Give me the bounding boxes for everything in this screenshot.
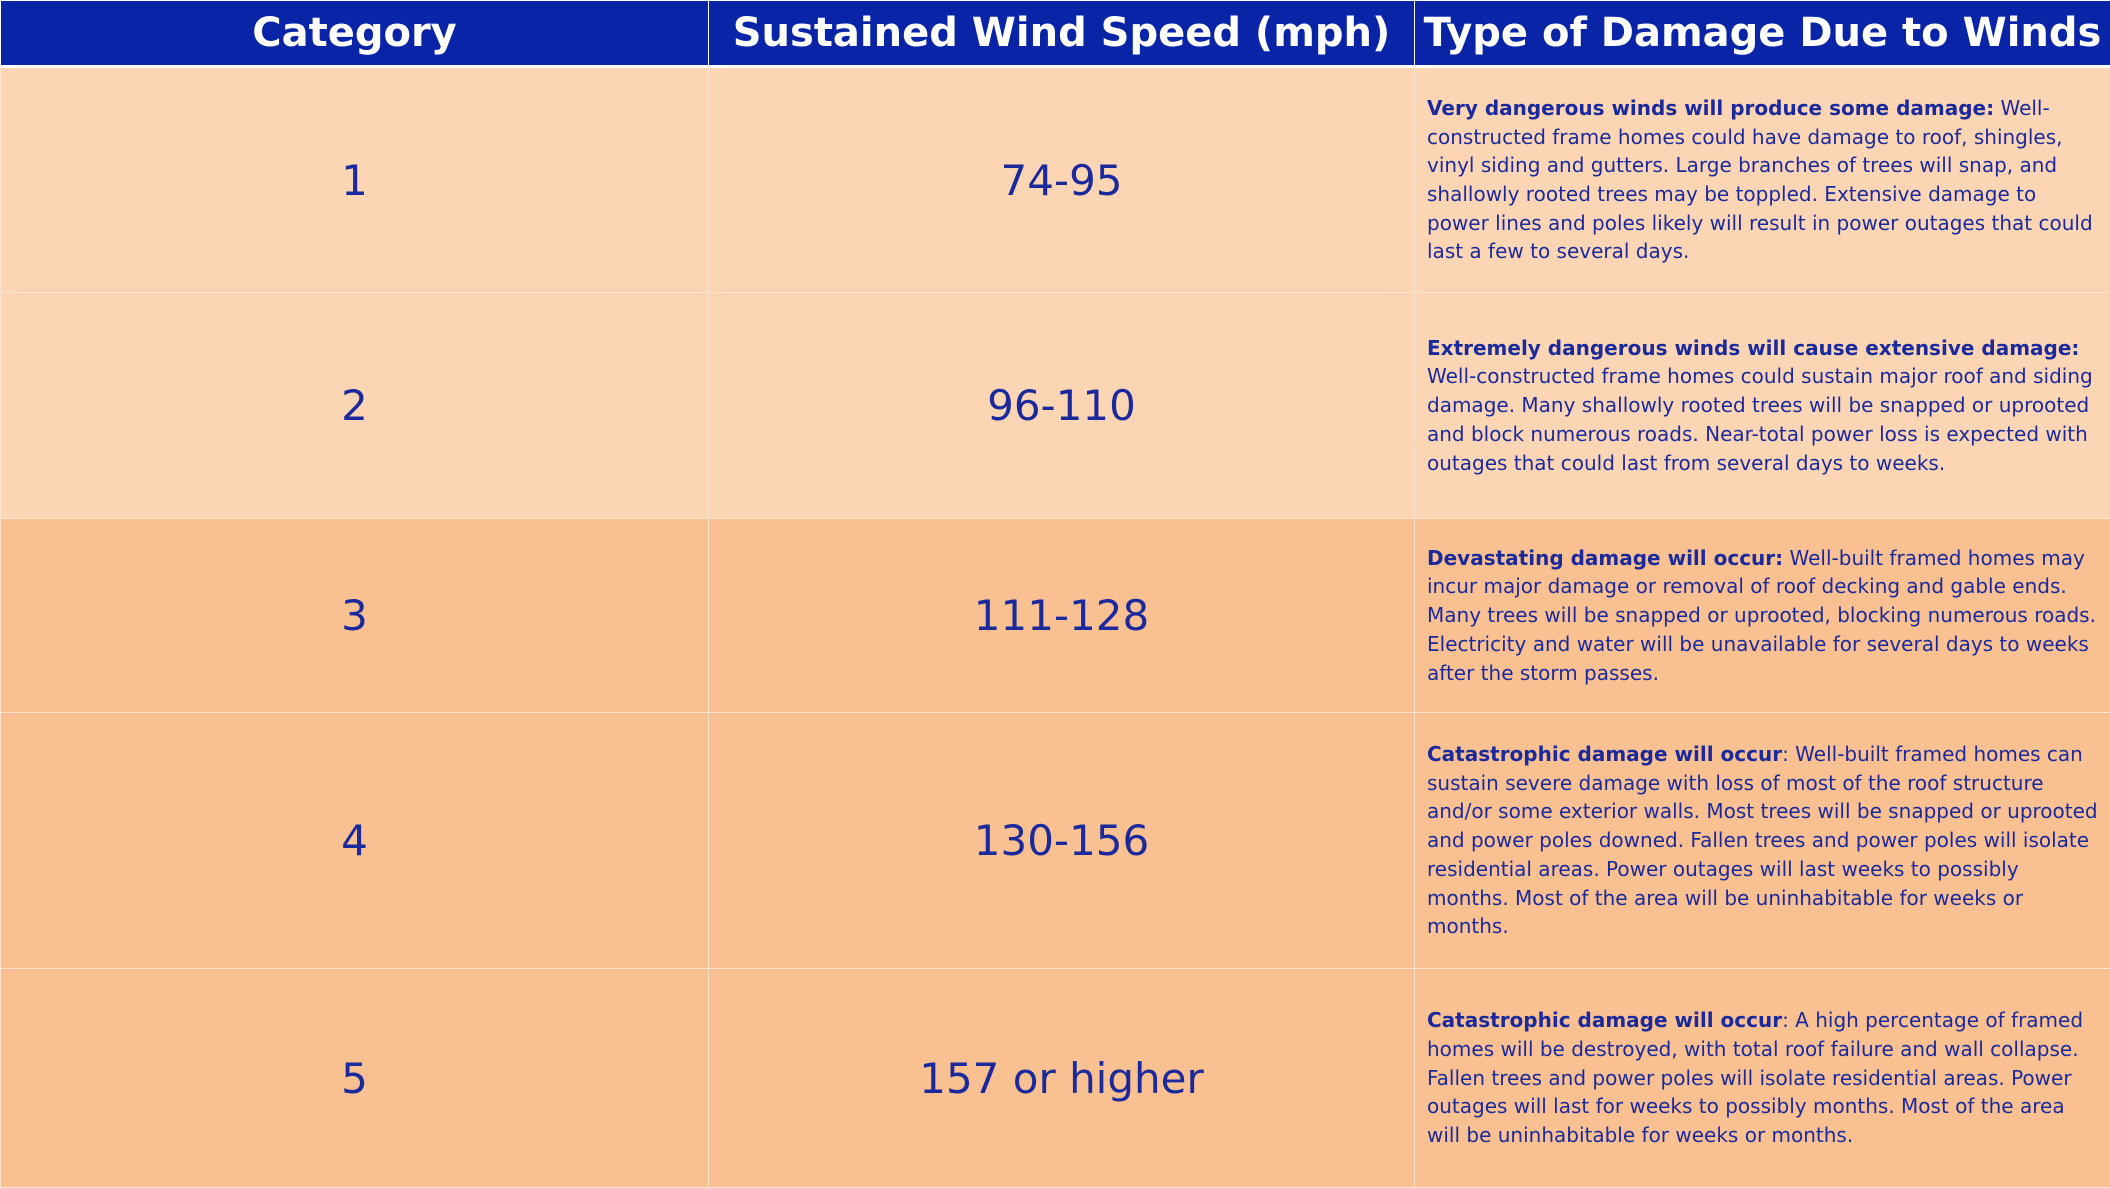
speed-cell: 74-95: [709, 67, 1415, 293]
header-cell: Category: [1, 1, 709, 67]
category-cell: 3: [1, 519, 709, 713]
header-row: Category Sustained Wind Speed (mph) Type…: [1, 1, 2110, 67]
speed-cell: 96-110: [709, 293, 1415, 519]
category-cell: 1: [1, 67, 709, 293]
category-cell: 2: [1, 293, 709, 519]
category-cell: 5: [1, 969, 709, 1188]
damage-cell: Catastrophic damage will occur: Well-bui…: [1415, 713, 2110, 969]
damage-cell: Catastrophic damage will occur: A high p…: [1415, 969, 2110, 1188]
damage-text: Well-constructed frame homes could have …: [1427, 96, 2093, 264]
category-cell: 4: [1, 713, 709, 969]
damage-lead: Catastrophic damage will occur: [1427, 742, 1782, 766]
damage-lead: Extremely dangerous winds will cause ext…: [1427, 336, 2079, 360]
header-cell: Sustained Wind Speed (mph): [709, 1, 1415, 67]
damage-text: : Well-built framed homes can sustain se…: [1427, 742, 2098, 938]
damage-lead: Very dangerous winds will produce some d…: [1427, 96, 1994, 120]
speed-cell: 130-156: [709, 713, 1415, 969]
header-cell: Type of Damage Due to Winds: [1415, 1, 2110, 67]
damage-lead: Catastrophic damage will occur: [1427, 1008, 1782, 1032]
damage-cell: Extremely dangerous winds will cause ext…: [1415, 293, 2110, 519]
speed-cell: 111-128: [709, 519, 1415, 713]
speed-cell: 157 or higher: [709, 969, 1415, 1188]
damage-cell: Devastating damage will occur: Well-buil…: [1415, 519, 2110, 713]
damage-cell: Very dangerous winds will produce some d…: [1415, 67, 2110, 293]
damage-text: Well-constructed frame homes could susta…: [1427, 364, 2093, 474]
damage-lead: Devastating damage will occur:: [1427, 546, 1783, 570]
